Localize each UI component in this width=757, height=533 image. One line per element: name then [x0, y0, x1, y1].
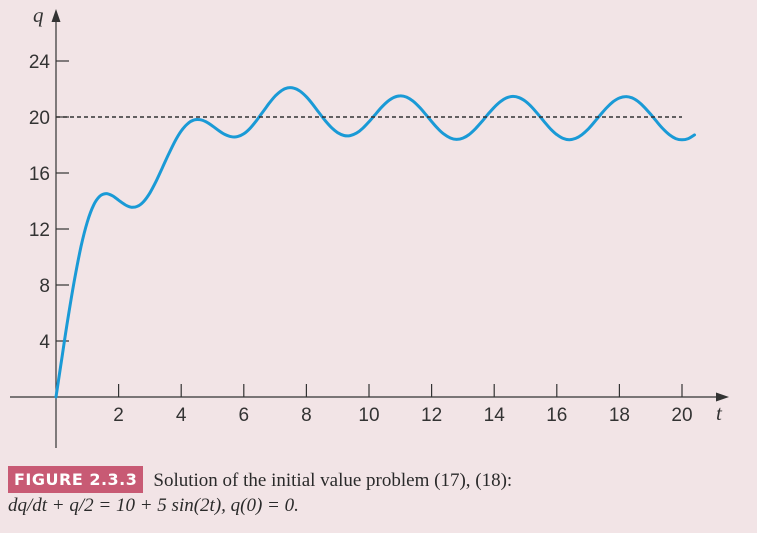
series-layer	[54, 86, 696, 399]
y-tick-label-16: 16	[29, 164, 50, 185]
x-tick-label-2: 2	[113, 405, 124, 426]
x-tick-label-6: 6	[239, 405, 250, 426]
caption-line-1: Solution of the initial value problem (1…	[153, 470, 513, 491]
x-tick-label-18: 18	[609, 405, 630, 426]
x-tick-label-10: 10	[358, 405, 379, 426]
axes: qt	[10, 3, 729, 448]
y-tick-label-4: 4	[39, 332, 50, 353]
figure-caption: FIGURE 2.3.3 Solution of the initial valu…	[8, 466, 748, 518]
y-axis-arrow	[51, 9, 61, 22]
y-tick-label-8: 8	[39, 276, 50, 297]
x-tick-label-16: 16	[546, 405, 567, 426]
solution-curve-series	[54, 86, 696, 399]
y-axis-label: q	[33, 3, 44, 27]
x-tick-label-4: 4	[176, 405, 187, 426]
y-tick-label-12: 12	[29, 220, 50, 241]
x-axis-arrow	[716, 392, 729, 402]
y-tick-label-24: 24	[29, 52, 51, 73]
figure-label: FIGURE 2.3.3	[8, 466, 144, 493]
y-tick-label-20: 20	[29, 108, 50, 129]
caption-line-2: dq/dt + q/2 = 10 + 5 sin(2t), q(0) = 0.	[8, 495, 299, 516]
x-tick-label-12: 12	[421, 405, 442, 426]
x-tick-label-14: 14	[484, 405, 506, 426]
x-tick-label-8: 8	[301, 405, 312, 426]
x-tick-label-20: 20	[671, 405, 692, 426]
x-axis-label: t	[716, 401, 723, 425]
